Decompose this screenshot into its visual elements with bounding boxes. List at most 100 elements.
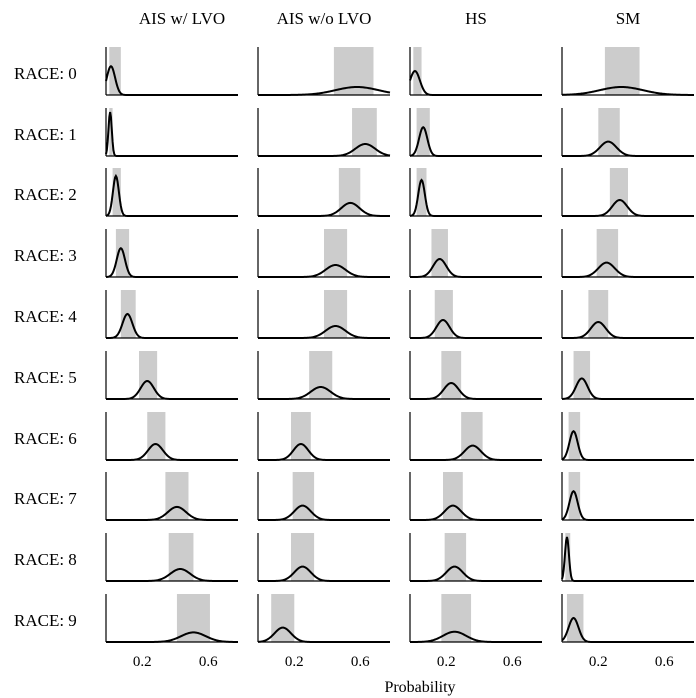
panel xyxy=(561,472,694,521)
panel xyxy=(257,594,390,643)
interval-band xyxy=(431,229,448,277)
panel xyxy=(409,412,542,461)
density-curve xyxy=(410,318,542,339)
panel xyxy=(257,229,390,278)
density-curve xyxy=(105,173,238,217)
row-label: RACE: 8 xyxy=(14,550,77,569)
row-label: RACE: 7 xyxy=(14,489,77,508)
x-tick-label: 0.2 xyxy=(285,654,304,670)
panel xyxy=(561,47,694,96)
row-label: RACE: 2 xyxy=(14,185,77,204)
panel xyxy=(561,229,694,278)
panel xyxy=(257,412,390,461)
density-curve xyxy=(106,379,238,400)
interval-band xyxy=(434,290,453,338)
interval-band xyxy=(109,47,121,95)
panel xyxy=(105,290,238,339)
x-tick-label: 0.6 xyxy=(351,654,370,670)
column-label: HS xyxy=(465,9,487,28)
panel xyxy=(561,108,694,157)
x-axis-title: Probability xyxy=(384,679,455,696)
panel xyxy=(561,412,694,461)
panel-grid xyxy=(105,47,694,643)
panel xyxy=(409,594,542,643)
row-label: RACE: 4 xyxy=(14,307,77,326)
panel xyxy=(409,47,542,96)
density-curve xyxy=(561,489,694,521)
interval-band xyxy=(568,412,581,460)
density-curve xyxy=(410,381,542,400)
panel xyxy=(257,108,391,157)
column-label: AIS w/o LVO xyxy=(277,9,372,28)
density-curve xyxy=(410,630,542,643)
x-tick-label: 0.6 xyxy=(655,654,674,670)
panel xyxy=(561,290,694,339)
density-curve xyxy=(105,64,238,96)
row-label: RACE: 1 xyxy=(14,125,77,144)
x-tick-label: 0.6 xyxy=(503,654,522,670)
row-label: RACE: 3 xyxy=(14,246,77,265)
x-tick-label: 0.6 xyxy=(199,654,218,670)
panel xyxy=(105,472,238,521)
column-label: SM xyxy=(616,9,641,28)
panel xyxy=(409,290,542,339)
panel xyxy=(561,594,694,643)
density-curve xyxy=(561,429,694,461)
x-tick-label: 0.2 xyxy=(437,654,456,670)
density-curve xyxy=(105,111,238,157)
panel xyxy=(561,168,694,217)
interval-band xyxy=(416,168,427,216)
x-tick-label: 0.2 xyxy=(589,654,608,670)
panel xyxy=(409,351,542,400)
panel xyxy=(105,594,239,643)
panel xyxy=(105,412,238,461)
panel xyxy=(409,168,542,217)
interval-band xyxy=(112,168,121,216)
density-curve xyxy=(106,442,238,461)
interval-band xyxy=(271,594,295,642)
panel xyxy=(257,168,390,217)
density-curve xyxy=(410,504,542,521)
panel xyxy=(257,533,390,582)
interval-band xyxy=(588,290,609,338)
density-curve xyxy=(410,257,542,278)
row-label: RACE: 5 xyxy=(14,368,77,387)
interval-band xyxy=(291,533,315,581)
panel xyxy=(561,533,694,582)
density-curve xyxy=(258,201,390,217)
panel xyxy=(105,47,238,96)
density-curve xyxy=(410,565,542,582)
density-curve xyxy=(258,565,390,582)
interval-band xyxy=(291,412,311,460)
density-curve xyxy=(562,320,694,339)
density-curve xyxy=(409,178,542,217)
interval-band xyxy=(416,108,430,156)
density-curve xyxy=(561,536,694,582)
row-label: RACE: 0 xyxy=(14,64,77,83)
panel xyxy=(409,229,542,278)
row-label: RACE: 9 xyxy=(14,611,77,630)
density-curve xyxy=(258,442,390,461)
panel xyxy=(105,533,238,582)
interval-band xyxy=(443,472,463,520)
panel xyxy=(409,533,542,582)
row-label: RACE: 6 xyxy=(14,429,77,448)
panel xyxy=(257,472,390,521)
column-labels: AIS w/ LVO AIS w/o LVO HS SM xyxy=(139,9,640,28)
panel xyxy=(105,351,238,400)
interval-band xyxy=(309,351,333,399)
x-tick-label: 0.2 xyxy=(133,654,152,670)
row-labels: RACE: 0 RACE: 1 RACE: 2 RACE: 3 RACE: 4 RACE:… xyxy=(14,64,77,630)
interval-band xyxy=(165,472,189,520)
interval-band xyxy=(609,168,628,216)
panel xyxy=(409,472,542,521)
interval-band xyxy=(139,351,158,399)
density-curve xyxy=(562,140,694,157)
density-curve xyxy=(562,261,694,278)
density-curve xyxy=(409,69,542,96)
x-tick-labels: 0.2 0.6 0.2 0.6 0.2 0.6 0.2 0.6 xyxy=(133,654,674,670)
panel xyxy=(257,351,390,400)
interval-band xyxy=(324,229,348,277)
panel xyxy=(105,229,238,278)
panel xyxy=(561,351,694,400)
